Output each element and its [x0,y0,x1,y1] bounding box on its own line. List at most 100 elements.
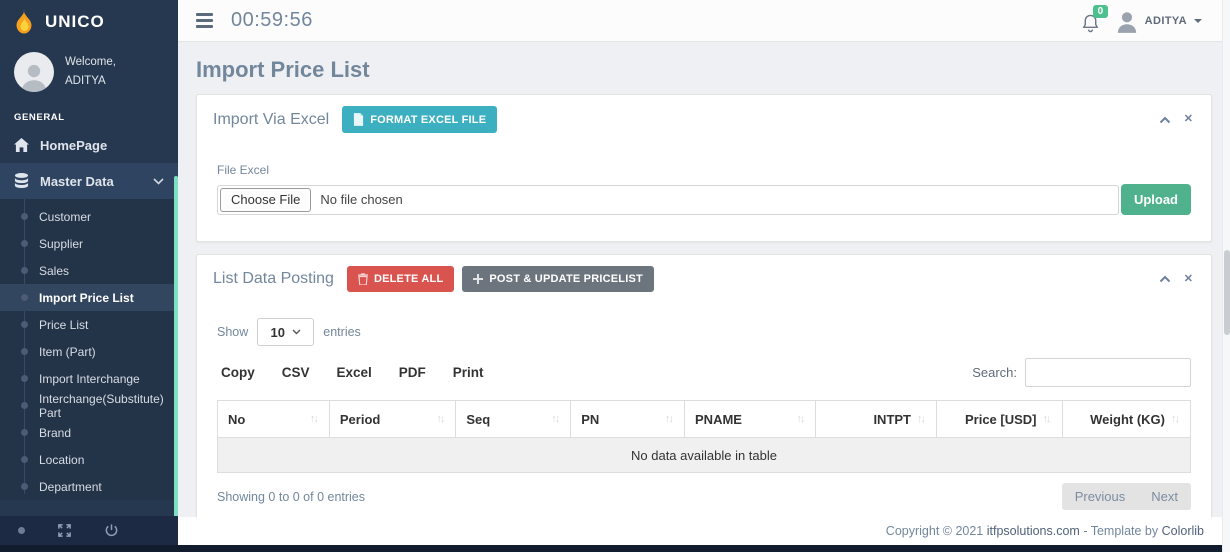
sidebar-subitem-brand[interactable]: Brand [0,419,178,446]
sidebar-scrollbar[interactable] [174,176,178,520]
bullet-dot-icon [21,348,28,355]
main-content: Import Price List Import Via Excel FORMA… [178,42,1222,545]
import-via-excel-card: Import Via Excel FORMAT EXCEL FILE ✕ Fil… [196,94,1212,242]
collapse-card-button[interactable] [1159,275,1171,283]
entries-label: entries [323,325,361,339]
collapse-card-button[interactable] [1159,116,1171,124]
sort-arrows-icon: ↑↓ [436,413,445,425]
bullet-dot-icon [21,402,28,409]
choose-file-button[interactable]: Choose File [220,187,312,212]
welcome-text: Welcome, [65,56,116,68]
sidebar-subitem-price-list[interactable]: Price List [0,311,178,338]
page-title: Import Price List [196,57,370,82]
column-header-weight-kg[interactable]: Weight (KG) ↑↓ [1061,400,1192,438]
footer-link-colorlib[interactable]: Colorlib [1161,524,1204,538]
sidebar-subitem-department[interactable]: Department [0,473,178,500]
csv-button[interactable]: CSV [281,365,310,380]
header-username: ADITYA [1144,14,1187,27]
column-header-period[interactable]: Period ↑↓ [328,400,457,438]
search-input[interactable] [1025,358,1191,387]
upload-button[interactable]: Upload [1120,184,1191,215]
bullet-dot-icon [21,429,28,436]
power-icon[interactable] [104,523,119,538]
brand[interactable]: UNICO [0,0,178,44]
bullet-dot-icon [21,321,28,328]
sidebar-item-homepage[interactable]: HomePage [0,127,178,163]
scrollbar-thumb[interactable] [1224,250,1230,335]
home-icon [14,138,29,152]
column-header-seq[interactable]: Seq ↑↓ [455,400,572,438]
sidebar-subitem-import-interchange[interactable]: Import Interchange [0,365,178,392]
file-input[interactable]: Choose File No file chosen [217,184,1119,215]
print-button[interactable]: Print [452,365,484,380]
table-info-text: Showing 0 to 0 of 0 entries [217,489,366,504]
bullet-dot-icon [21,294,28,301]
copy-button[interactable]: Copy [221,365,255,380]
window-bottom-edge [0,545,1230,552]
page-scrollbar[interactable] [1222,0,1230,552]
file-chosen-text: No file chosen [320,192,403,207]
card-title: List Data Posting [213,270,334,287]
sort-arrows-icon: ↑↓ [917,413,926,425]
file-excel-label: File Excel [217,163,270,177]
status-dot-icon[interactable] [18,527,25,534]
footer-link-itfpsolutions[interactable]: itfpsolutions.com [986,524,1080,538]
bullet-dot-icon [21,267,28,274]
bullet-dot-icon [21,483,28,490]
sidebar-subitem-customer[interactable]: Customer [0,203,178,230]
footer-middle-text: - Template by [1079,524,1162,538]
master-data-submenu: Customer Supplier Sales Import Price Lis… [0,199,178,500]
sidebar-footer [0,516,178,545]
sort-arrows-icon: ↑↓ [1171,413,1180,425]
post-update-pricelist-button[interactable]: POST & UPDATE PRICELIST [462,266,654,292]
export-buttons: Copy CSV Excel PDF Print [221,365,484,380]
close-card-button[interactable]: ✕ [1183,272,1193,285]
excel-button[interactable]: Excel [336,365,372,380]
sidebar: UNICO Welcome, ADITYA GENERAL HomePage [0,0,178,545]
fullscreen-expand-icon[interactable] [57,523,72,538]
session-timer: 00:59:56 [231,9,313,31]
column-header-price-usd[interactable]: Price [USD] ↑↓ [936,400,1063,438]
page-length-select[interactable]: 10 [257,318,315,346]
search-label: Search: [972,365,1017,380]
sidebar-subitem-supplier[interactable]: Supplier [0,230,178,257]
empty-table-row: No data available in table [217,437,1191,473]
pdf-button[interactable]: PDF [398,365,426,380]
format-excel-file-button[interactable]: FORMAT EXCEL FILE [342,106,498,133]
notifications-button[interactable]: 0 [1081,4,1109,33]
user-menu[interactable]: ADITYA [1116,9,1202,33]
avatar-icon [1116,9,1138,33]
column-header-pn[interactable]: PN ↑↓ [570,400,686,438]
welcome-username: ADITYA [65,75,106,87]
avatar [14,52,54,92]
sidebar-subitem-interchange-substitute-part[interactable]: Interchange(Substitute) Part [0,392,178,420]
sort-arrows-icon: ↑↓ [309,413,319,425]
list-data-posting-card: List Data Posting DELETE ALL POST & UPDA… [196,254,1212,527]
column-header-no[interactable]: No ↑↓ [217,400,330,438]
delete-all-button[interactable]: DELETE ALL [346,266,455,292]
next-page-button[interactable]: Next [1151,489,1178,504]
chevron-down-icon [292,329,301,335]
sidebar-subitem-location[interactable]: Location [0,446,178,473]
sidebar-subitem-import-price-list[interactable]: Import Price List [0,284,178,311]
sidebar-nav: HomePage Master Data Customer Supplier [0,127,178,500]
page-footer: Copyright © 2021 itfpsolutions.com - Tem… [178,517,1222,545]
bullet-dot-icon [21,375,28,382]
column-header-pname[interactable]: PNAME ↑↓ [684,400,817,438]
hamburger-icon[interactable] [196,13,213,28]
pricelist-table: No ↑↓ Period ↑↓ Seq ↑↓ PN ↑↓ PNAME ↑↓ INTPT ↑↓… [217,400,1192,473]
file-icon [353,113,364,126]
sort-arrows-icon: ↑↓ [1042,413,1052,425]
sidebar-subitem-item-part[interactable]: Item (Part) [0,338,178,365]
bullet-dot-icon [21,456,28,463]
close-card-button[interactable]: ✕ [1183,113,1193,125]
notification-badge: 0 [1092,4,1109,18]
user-profile: Welcome, ADITYA [0,44,178,96]
sidebar-item-master-data[interactable]: Master Data [0,163,178,199]
column-header-intpt[interactable]: INTPT ↑↓ [815,400,937,438]
plus-icon [473,274,484,284]
sort-arrows-icon: ↑↓ [551,413,560,425]
previous-page-button[interactable]: Previous [1074,489,1126,504]
sidebar-subitem-sales[interactable]: Sales [0,257,178,284]
